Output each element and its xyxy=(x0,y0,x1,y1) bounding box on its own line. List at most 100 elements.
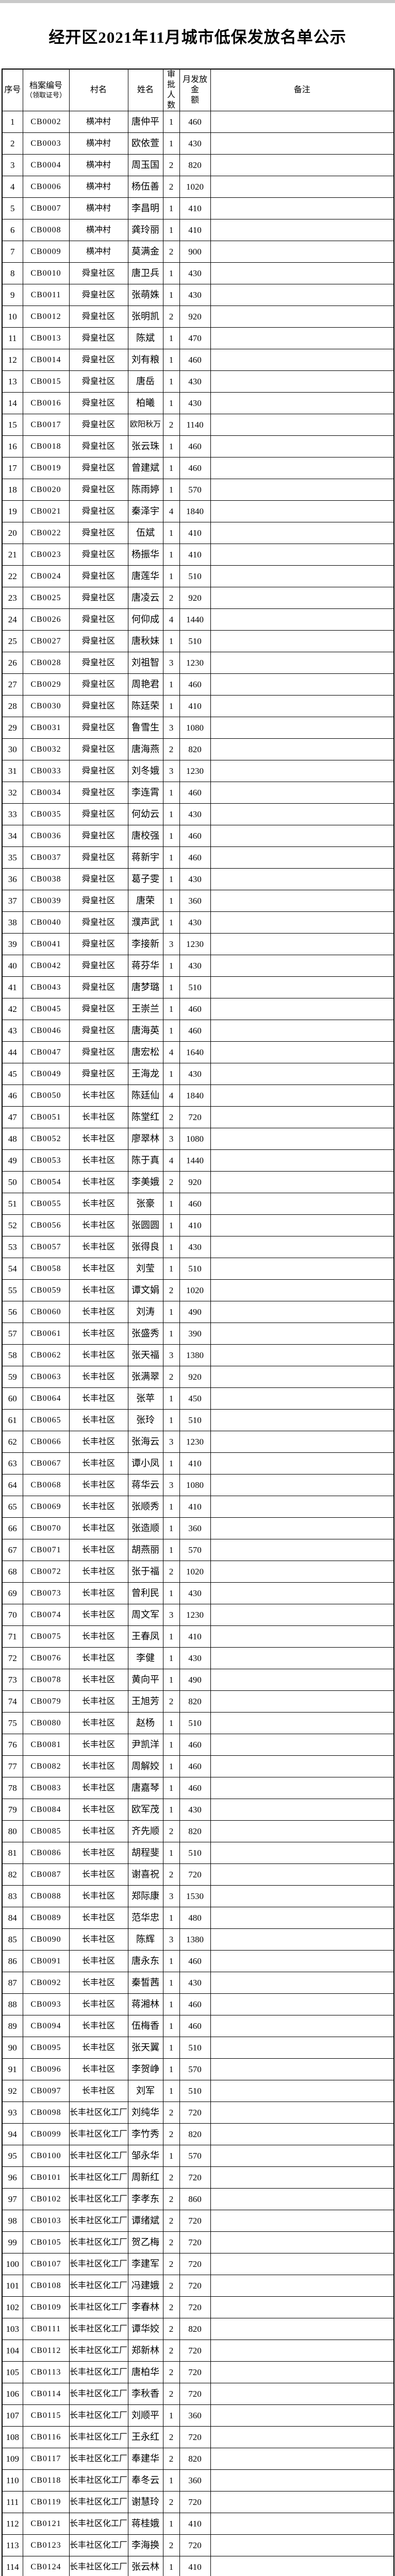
cell-village: 长丰社区 xyxy=(69,1561,128,1583)
cell-code: CB0028 xyxy=(22,652,70,674)
cell-code: CB0002 xyxy=(22,111,70,133)
cell-seq: 53 xyxy=(2,1236,23,1258)
cell-code: CB0049 xyxy=(22,1063,70,1085)
cell-village: 舜皇社区 xyxy=(69,544,128,566)
cell-remark xyxy=(210,522,394,544)
cell-code: CB0086 xyxy=(22,1842,70,1864)
cell-seq: 50 xyxy=(2,1171,23,1193)
table-row: 14 CB0016 舜皇社区 柏曦 1 430 xyxy=(2,392,394,414)
cell-remark xyxy=(210,1431,394,1453)
cell-village: 长丰社区 xyxy=(69,1387,128,1410)
cell-amount: 410 xyxy=(179,522,211,544)
cell-people: 1 xyxy=(162,2145,180,2167)
cell-village: 舜皇社区 xyxy=(69,976,128,998)
cell-name: 伍斌 xyxy=(127,522,163,544)
cell-name: 张云林 xyxy=(127,2556,163,2576)
cell-code: CB0103 xyxy=(22,2210,70,2232)
cell-remark xyxy=(210,760,394,782)
cell-amount: 460 xyxy=(179,998,211,1020)
cell-people: 4 xyxy=(162,1149,180,1172)
cell-code: CB0068 xyxy=(22,1474,70,1496)
cell-village: 长丰社区化工厂 xyxy=(69,2404,128,2427)
cell-village: 横冲村 xyxy=(69,241,128,263)
cell-remark xyxy=(210,1928,394,1951)
cell-name: 范华忠 xyxy=(127,1907,163,1929)
cell-name: 奉冬云 xyxy=(127,2469,163,2492)
cell-amount: 1080 xyxy=(179,717,211,739)
cell-code: CB0023 xyxy=(22,544,70,566)
cell-amount: 460 xyxy=(179,1020,211,1042)
cell-village: 长丰社区 xyxy=(69,1842,128,1864)
cell-village: 长丰社区化工厂 xyxy=(69,2145,128,2167)
cell-name: 李贺峥 xyxy=(127,2058,163,2080)
cell-code: CB0008 xyxy=(22,219,70,241)
cell-village: 长丰社区化工厂 xyxy=(69,2275,128,2297)
cell-amount: 450 xyxy=(179,1387,211,1410)
cell-code: CB0062 xyxy=(22,1344,70,1366)
cell-people: 3 xyxy=(162,1474,180,1496)
table-row: 68 CB0072 长丰社区 张于福 2 1020 xyxy=(2,1561,394,1583)
table-row: 25 CB0027 舜皇社区 唐秋妹 1 510 xyxy=(2,630,394,652)
cell-remark xyxy=(210,1907,394,1929)
cell-name: 周艳君 xyxy=(127,673,163,696)
cell-village: 长丰社区 xyxy=(69,1193,128,1215)
cell-remark xyxy=(210,782,394,804)
cell-village: 舜皇社区 xyxy=(69,868,128,890)
cell-seq: 101 xyxy=(2,2275,23,2297)
cell-people: 1 xyxy=(162,219,180,241)
cell-people: 1 xyxy=(162,630,180,652)
cell-amount: 1380 xyxy=(179,1928,211,1951)
cell-village: 长丰社区 xyxy=(69,1734,128,1756)
cell-name: 胡燕丽 xyxy=(127,1539,163,1561)
cell-seq: 56 xyxy=(2,1301,23,1323)
cell-name: 李连霄 xyxy=(127,782,163,804)
cell-amount: 430 xyxy=(179,370,211,393)
cell-amount: 920 xyxy=(179,587,211,609)
table-row: 49 CB0053 长丰社区 陈于真 4 1440 xyxy=(2,1149,394,1172)
cell-seq: 100 xyxy=(2,2253,23,2275)
cell-people: 1 xyxy=(162,132,180,155)
cell-remark xyxy=(210,414,394,436)
cell-remark xyxy=(210,1128,394,1150)
cell-amount: 1230 xyxy=(179,652,211,674)
cell-name: 胡程斐 xyxy=(127,1842,163,1864)
cell-code: CB0099 xyxy=(22,2123,70,2145)
table-row: 69 CB0073 长丰社区 曾利民 1 430 xyxy=(2,1582,394,1604)
cell-name: 濮声武 xyxy=(127,911,163,934)
cell-seq: 67 xyxy=(2,1539,23,1561)
cell-remark xyxy=(210,1214,394,1236)
cell-amount: 460 xyxy=(179,1777,211,1799)
cell-code: CB0083 xyxy=(22,1777,70,1799)
cell-amount: 360 xyxy=(179,890,211,912)
cell-village: 长丰社区 xyxy=(69,1301,128,1323)
table-row: 109 CB0117 长丰社区化工厂 奉建华 2 820 xyxy=(2,2448,394,2470)
cell-seq: 70 xyxy=(2,1604,23,1626)
cell-code: CB0040 xyxy=(22,911,70,934)
cell-seq: 62 xyxy=(2,1431,23,1453)
cell-name: 唐校强 xyxy=(127,825,163,847)
cell-name: 曾利民 xyxy=(127,1582,163,1604)
cell-village: 舜皇社区 xyxy=(69,457,128,479)
cell-amount: 410 xyxy=(179,1214,211,1236)
cell-code: CB0121 xyxy=(22,2513,70,2535)
cell-people: 1 xyxy=(162,1063,180,1085)
cell-village: 长丰社区 xyxy=(69,1084,128,1107)
cell-code: CB0093 xyxy=(22,1993,70,2015)
cell-seq: 113 xyxy=(2,2534,23,2556)
table-row: 7 CB0009 横冲村 莫满金 2 900 xyxy=(2,241,394,263)
cell-village: 长丰社区化工厂 xyxy=(69,2166,128,2189)
cell-seq: 79 xyxy=(2,1799,23,1821)
table-row: 80 CB0085 长丰社区 齐先顺 2 820 xyxy=(2,1820,394,1842)
cell-code: CB0034 xyxy=(22,782,70,804)
cell-amount: 430 xyxy=(179,803,211,825)
cell-people: 1 xyxy=(162,1387,180,1410)
cell-code: CB0033 xyxy=(22,760,70,782)
cell-village: 长丰社区化工厂 xyxy=(69,2231,128,2253)
cell-village: 横冲村 xyxy=(69,176,128,198)
cell-people: 1 xyxy=(162,1214,180,1236)
cell-seq: 11 xyxy=(2,327,23,349)
cell-name: 刘祖智 xyxy=(127,652,163,674)
cell-amount: 1640 xyxy=(179,1041,211,1063)
subsistence-allowance-table: 序号 档案编号 （领取证号） 村名 姓名 审批 人数 月发放金额备注 1 CB0002 横冲村 唐仲… xyxy=(2,69,394,2576)
cell-remark xyxy=(210,1084,394,1107)
